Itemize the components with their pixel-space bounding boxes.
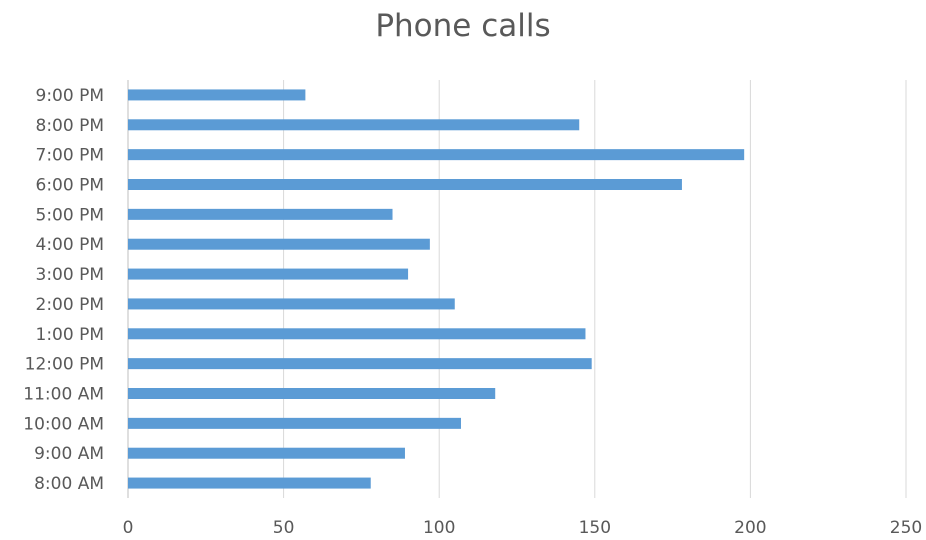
bar-2 <box>128 417 461 429</box>
bar-9 <box>128 208 393 220</box>
y-tick-label: 11:00 AM <box>23 385 104 405</box>
x-tick-label: 150 <box>579 518 611 538</box>
y-tick-label: 10:00 AM <box>23 414 104 434</box>
x-tick-label: 100 <box>423 518 455 538</box>
y-tick-label: 8:00 PM <box>36 116 105 136</box>
bar-12 <box>128 119 580 131</box>
bar-13 <box>128 89 306 101</box>
y-tick-label: 9:00 AM <box>34 444 104 464</box>
y-tick-label: 6:00 PM <box>36 176 105 196</box>
x-tick-label: 200 <box>734 518 766 538</box>
y-tick-label: 5:00 PM <box>36 205 105 225</box>
y-tick-label: 3:00 PM <box>36 265 105 285</box>
bar-0 <box>128 477 371 489</box>
bar-6 <box>128 298 455 310</box>
bar-3 <box>128 388 496 399</box>
x-tick-label: 50 <box>273 518 295 538</box>
y-tick-label: 2:00 PM <box>36 295 105 315</box>
y-tick-label: 4:00 PM <box>36 235 105 255</box>
y-tick-label: 8:00 AM <box>34 474 104 494</box>
bar-5 <box>128 328 586 340</box>
chart-title: Phone calls <box>375 8 551 44</box>
y-tick-label: 7:00 PM <box>36 146 105 166</box>
bar-4 <box>128 358 592 370</box>
bar-8 <box>128 238 430 250</box>
x-tick-label: 250 <box>890 518 922 538</box>
bar-11 <box>128 149 745 161</box>
y-tick-label: 12:00 PM <box>25 355 104 375</box>
y-tick-label: 1:00 PM <box>36 325 105 345</box>
bar-1 <box>128 447 405 459</box>
x-tick-label: 0 <box>123 518 134 538</box>
y-tick-label: 9:00 PM <box>36 86 105 106</box>
bar-10 <box>128 179 682 190</box>
bar-7 <box>128 268 409 280</box>
